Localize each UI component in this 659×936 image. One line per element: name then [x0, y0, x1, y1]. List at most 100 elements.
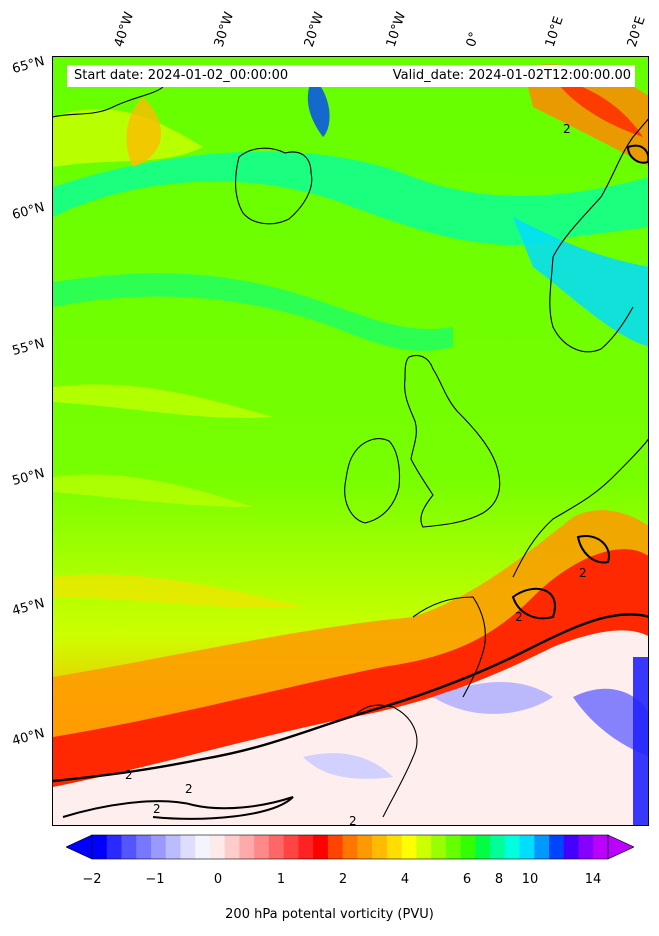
colorbar-tick: −1 — [145, 872, 165, 887]
colorbar-tick: 6 — [462, 872, 472, 887]
lat-label-60n: 60°N — [10, 200, 47, 223]
colorbar-segment — [298, 835, 314, 859]
colorbar-segment — [386, 835, 403, 859]
colorbar-tick: 8 — [494, 872, 504, 887]
colorbar-tick: 1 — [276, 872, 286, 887]
colorbar-segment — [519, 835, 535, 859]
lon-label-10w: 10°W — [383, 10, 410, 49]
iceland-coast — [234, 147, 313, 225]
colorbar-segment — [578, 835, 594, 859]
pv-contour-2c — [511, 587, 556, 620]
colorbar-segment — [372, 835, 388, 859]
colorbar-segment — [136, 835, 152, 859]
colorbar — [66, 834, 634, 860]
pv-band-teal-2 — [53, 273, 453, 351]
contour-label: 2 — [579, 566, 587, 580]
continent-coast — [352, 438, 648, 818]
colorbar-segment — [180, 835, 196, 859]
pv-streak-2 — [53, 474, 253, 507]
pv-band-teal — [53, 151, 648, 245]
pv-orange-northeast — [523, 64, 648, 166]
colorbar-segment — [342, 835, 358, 859]
colorbar-segment — [445, 835, 462, 859]
britain-coast — [404, 354, 501, 528]
pv-contour-2b — [62, 796, 294, 820]
colorbar-tick: 2 — [338, 872, 348, 887]
date-info-bar: Start date: 2024-01-02_00:00:00 Valid_da… — [67, 65, 635, 87]
lat-label-65n: 65°N — [10, 54, 47, 77]
colorbar-segment — [504, 835, 521, 859]
lon-label-30w: 30°W — [211, 10, 238, 49]
map-panel: 2 2 2 2 2 2 2 Start date: 2024-01-02_00:… — [52, 56, 649, 826]
contour-label: 2 — [125, 768, 133, 782]
contour-label: 2 — [349, 814, 357, 826]
pv-field-map: 2 2 2 2 2 2 2 — [53, 57, 648, 826]
colorbar-segment — [401, 835, 417, 859]
colorbar-segment — [283, 835, 299, 859]
colorbar-segment — [224, 835, 240, 859]
colorbar-segment — [239, 835, 255, 859]
coastlines — [53, 86, 648, 818]
contour-label: 2 — [153, 802, 161, 816]
contour-label: 2 — [563, 122, 571, 136]
pv-cyan-scandinavia — [513, 217, 648, 347]
lon-label-0: 0° — [463, 30, 483, 49]
colorbar-segment — [209, 835, 226, 859]
lat-label-50n: 50°N — [10, 466, 47, 489]
pv-low-pv-south — [53, 630, 648, 825]
ireland-coast — [344, 438, 401, 524]
colorbar-segment — [254, 835, 270, 859]
colorbar-segment — [563, 835, 580, 859]
pv-streak-1 — [53, 384, 273, 419]
colorbar-segment — [490, 835, 506, 859]
colorbar-segment — [416, 835, 432, 859]
colorbar-segment — [357, 835, 373, 859]
colorbar-segment — [534, 835, 550, 859]
pv-contour-2 — [53, 613, 648, 783]
colorbar-tick: 14 — [584, 872, 602, 887]
contour-label: 2 — [515, 610, 523, 624]
lon-label-10e: 10°E — [542, 14, 567, 50]
colorbar-segment — [121, 835, 137, 859]
pv-red-northeast — [553, 77, 643, 137]
pv-blue-patch-3 — [303, 753, 393, 779]
colorbar-segment — [92, 835, 108, 859]
pv-orange-north — [126, 97, 162, 167]
pv-blue-north — [307, 77, 330, 137]
scandinavia-coast — [549, 118, 648, 353]
pv-blue-patch-2 — [573, 688, 648, 757]
colorbar-segment — [195, 835, 211, 859]
colorbar-segment — [460, 835, 476, 859]
lat-label-55n: 55°N — [10, 336, 47, 359]
lon-label-20e: 20°E — [624, 14, 649, 50]
pv-contour-2d — [576, 535, 610, 564]
colorbar-tick: 10 — [521, 872, 539, 887]
colorbar-segment — [268, 835, 285, 859]
lon-label-20w: 20°W — [301, 10, 328, 49]
colorbar-segment — [313, 835, 329, 859]
colorbar-segment — [593, 835, 609, 859]
colorbar-segment — [431, 835, 447, 859]
lat-label-40n: 40°N — [10, 726, 47, 749]
pv-contour-2e — [626, 144, 648, 164]
colorbar-extend-high — [607, 834, 634, 860]
contour-label: 2 — [185, 782, 193, 796]
lat-label-45n: 45°N — [10, 596, 47, 619]
pv-blue-patch-1 — [433, 682, 553, 714]
colorbar-extend-low — [66, 834, 93, 860]
start-date-text: Start date: 2024-01-02_00:00:00 — [74, 68, 289, 83]
colorbar-tick: −2 — [82, 872, 102, 887]
colorbar-segment — [106, 835, 122, 859]
colorbar-tick: 4 — [400, 872, 410, 887]
pv-blue-edge — [633, 657, 648, 825]
colorbar-tick: 0 — [213, 872, 223, 887]
valid-date-text: Valid_date: 2024-01-02T12:00:00.00 — [392, 68, 631, 83]
colorbar-segment — [150, 835, 167, 859]
colorbar-title: 200 hPa potental vorticity (PVU) — [225, 907, 434, 922]
colorbar-segment — [475, 835, 491, 859]
colorbar-segment — [327, 835, 344, 859]
greenland-coast — [53, 86, 164, 118]
colorbar-segment — [165, 835, 181, 859]
lon-label-40w: 40°W — [111, 10, 138, 49]
colorbar-frame — [91, 834, 609, 860]
